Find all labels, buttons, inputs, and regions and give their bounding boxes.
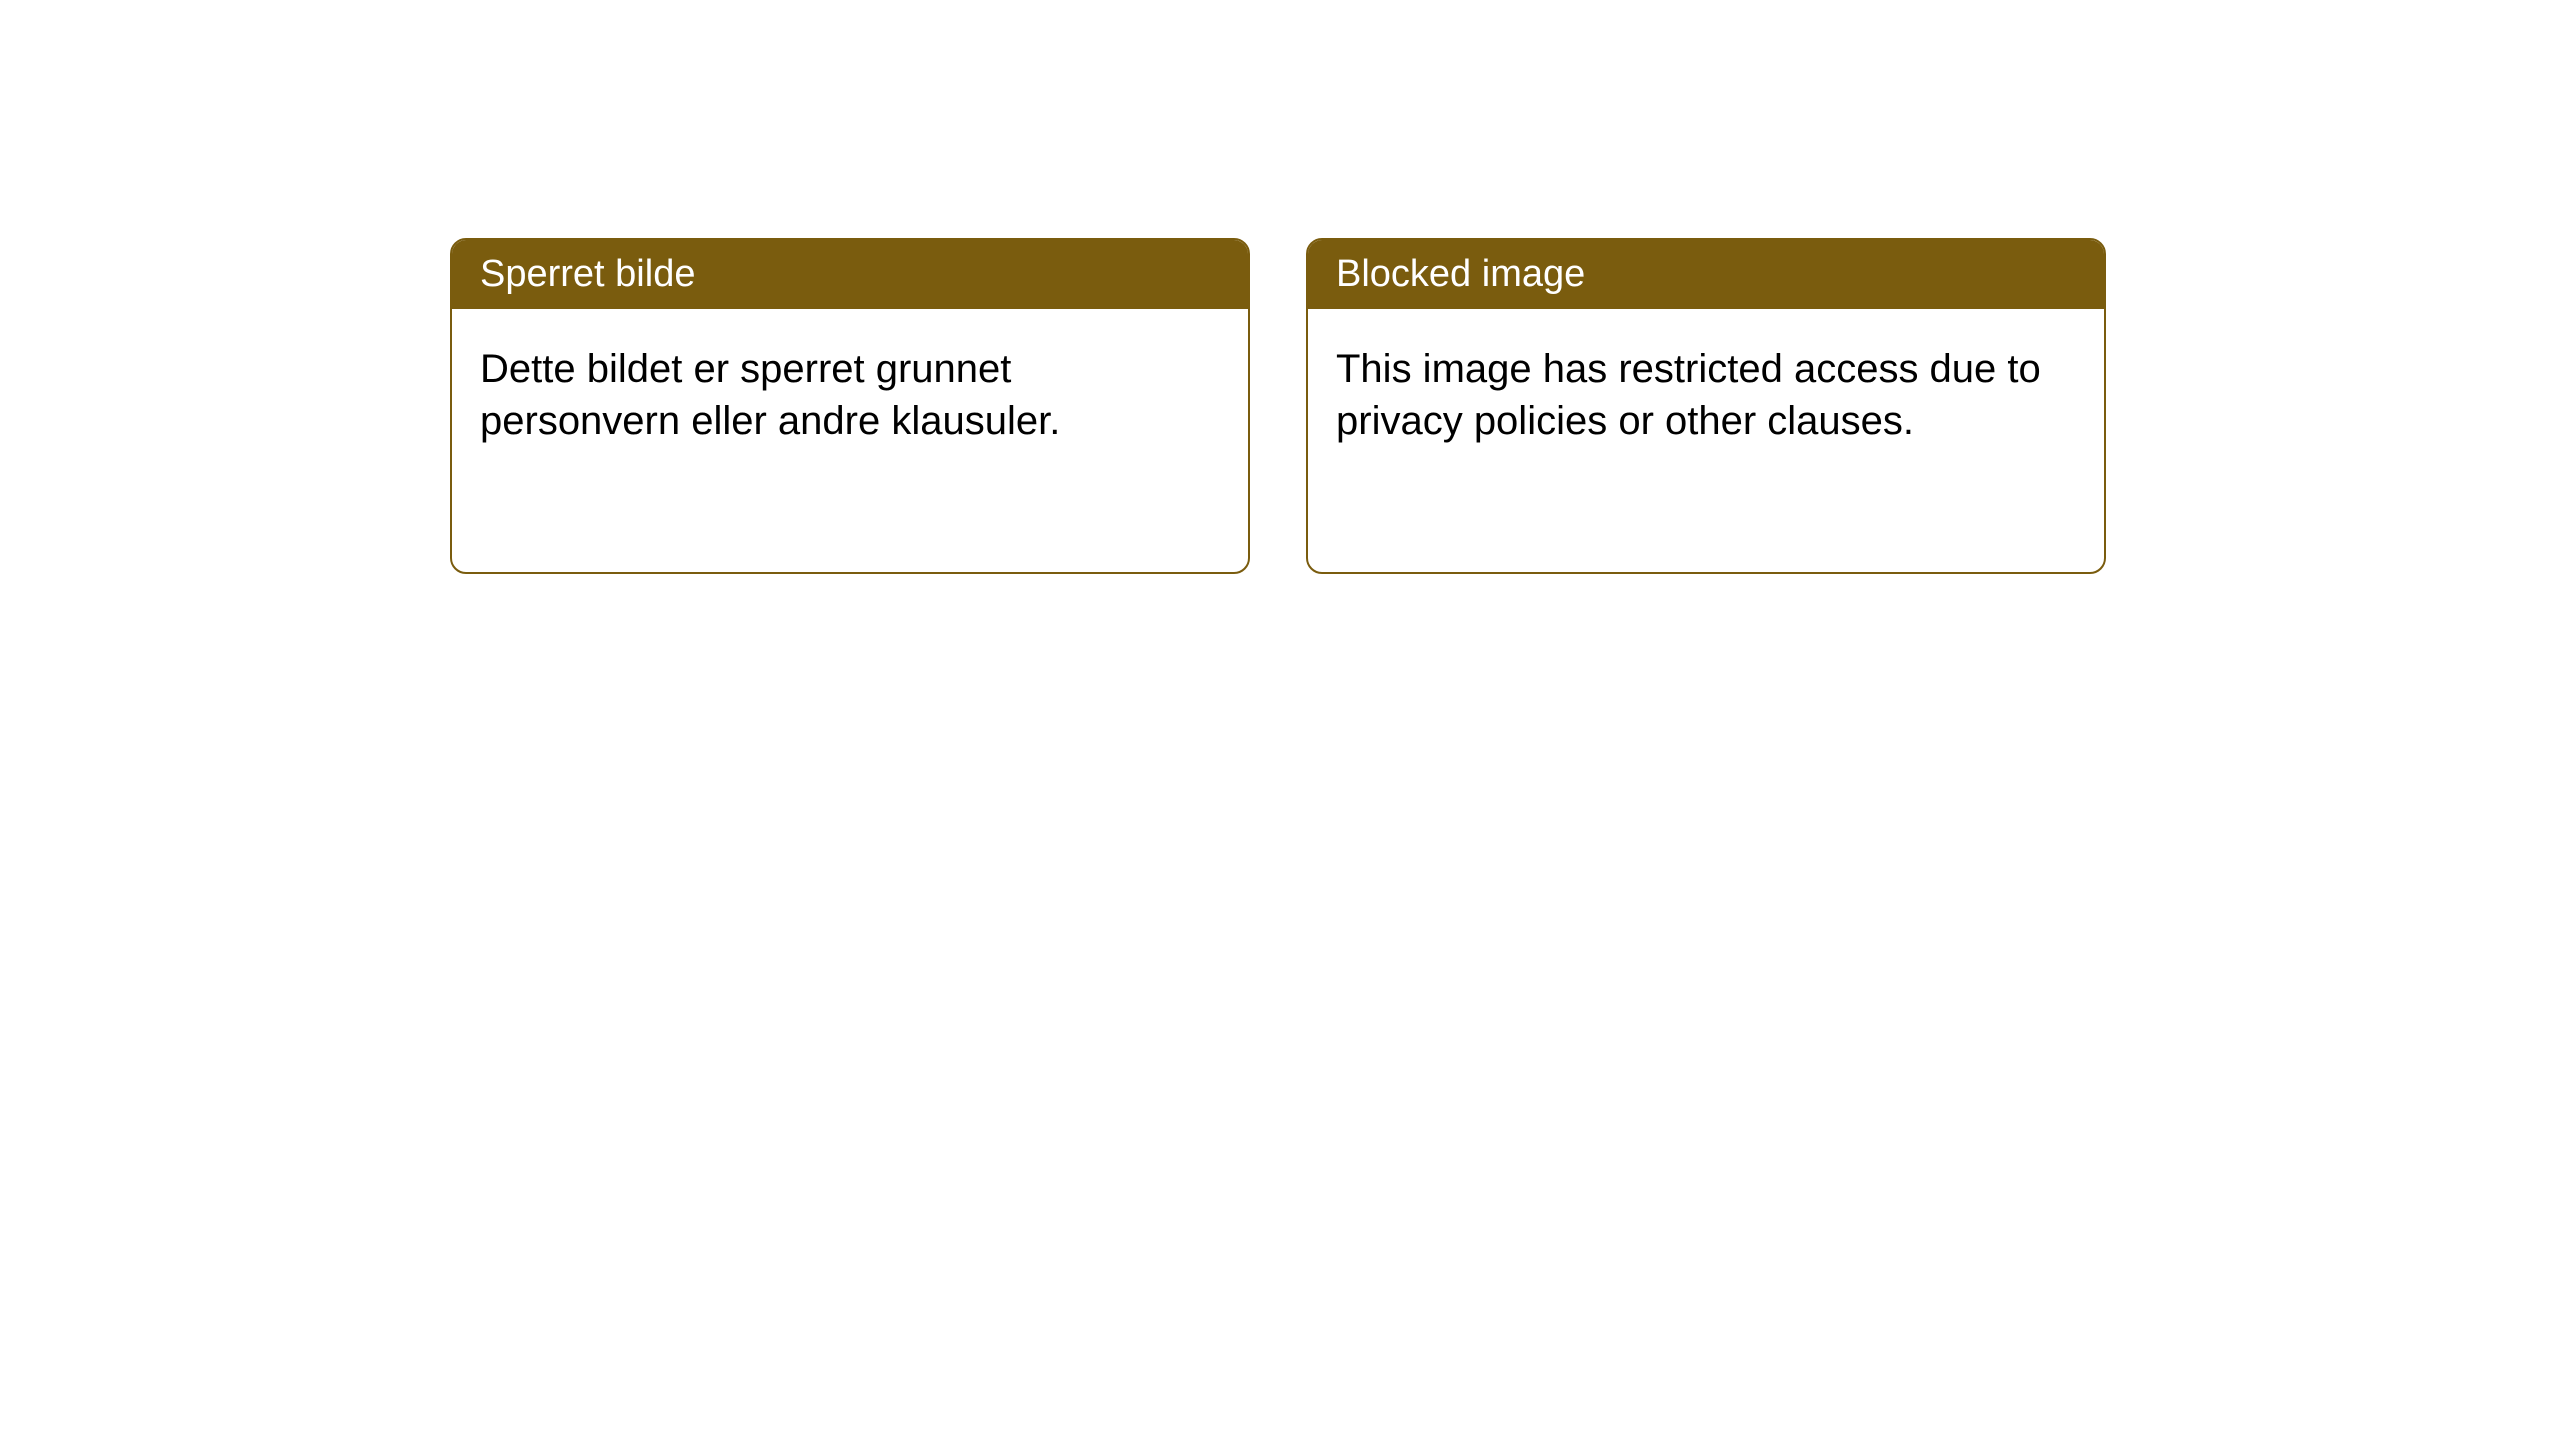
notice-title: Sperret bilde [452, 240, 1248, 309]
notice-card-english: Blocked image This image has restricted … [1306, 238, 2106, 574]
notice-body: Dette bildet er sperret grunnet personve… [452, 309, 1248, 481]
notice-container: Sperret bilde Dette bildet er sperret gr… [450, 238, 2106, 574]
notice-card-norwegian: Sperret bilde Dette bildet er sperret gr… [450, 238, 1250, 574]
notice-title: Blocked image [1308, 240, 2104, 309]
notice-body: This image has restricted access due to … [1308, 309, 2104, 481]
